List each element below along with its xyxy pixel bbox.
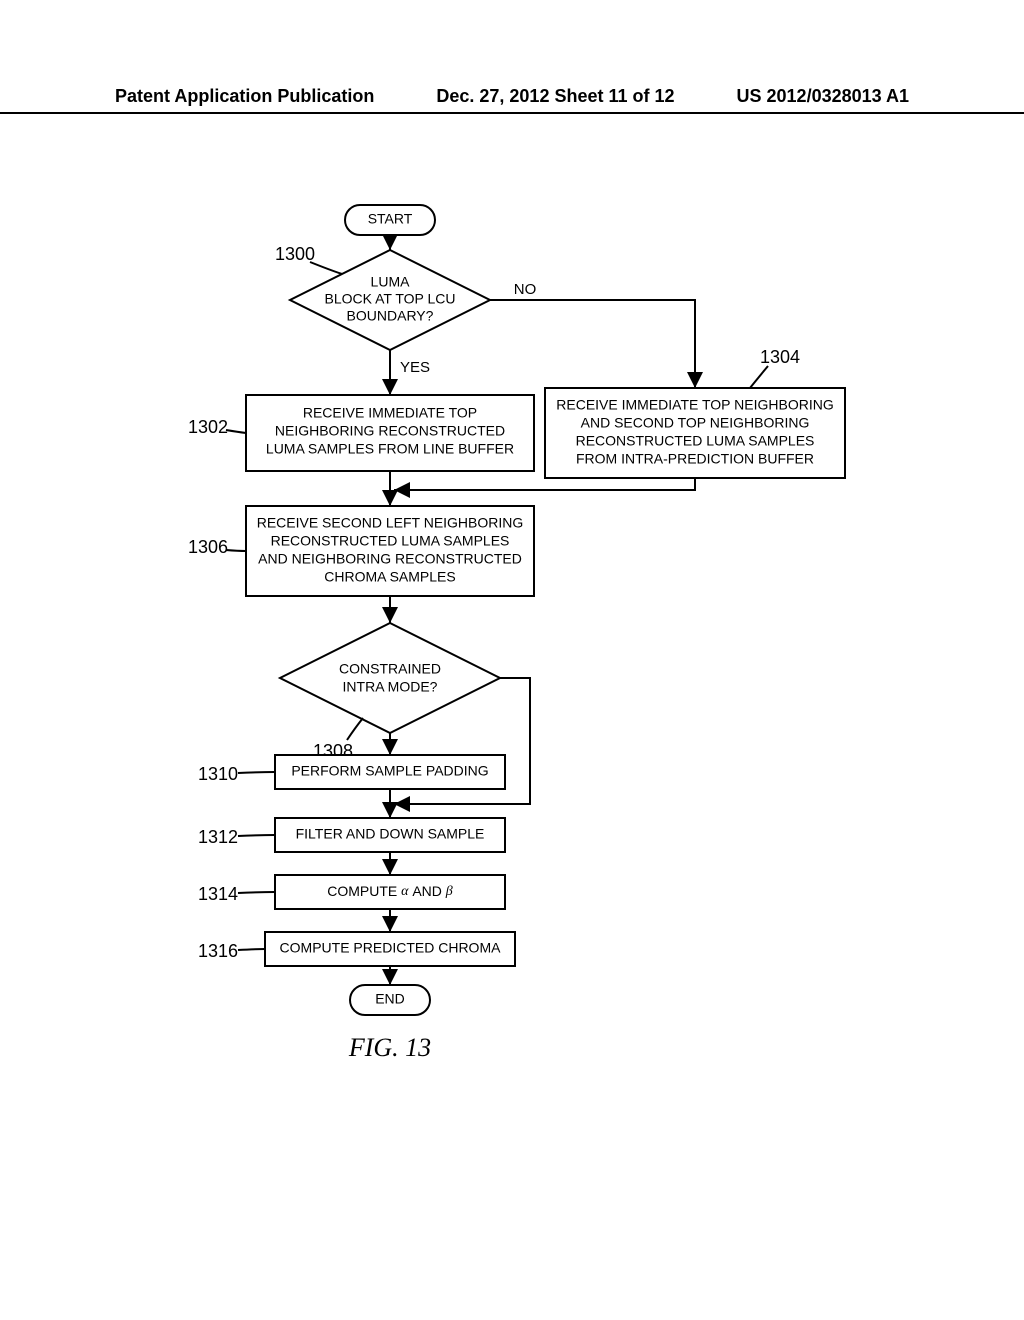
b1304-l3: RECONSTRUCTED LUMA SAMPLES <box>576 433 815 449</box>
header-center: Dec. 27, 2012 Sheet 11 of 12 <box>436 86 674 107</box>
ref-1316-leader <box>238 949 265 950</box>
ref-1306-leader <box>226 550 246 551</box>
ref-1304: 1304 <box>760 347 800 367</box>
page-header: Patent Application Publication Dec. 27, … <box>115 86 909 107</box>
ref-1302-leader <box>226 430 246 433</box>
header-left: Patent Application Publication <box>115 86 374 107</box>
b1302-l2: NEIGHBORING RECONSTRUCTED <box>275 423 505 439</box>
figure-label: FIG. 13 <box>348 1033 431 1062</box>
header-rule <box>0 112 1024 114</box>
ref-1310: 1310 <box>198 764 238 784</box>
b1306-l3: AND NEIGHBORING RECONSTRUCTED <box>258 551 522 567</box>
page: Patent Application Publication Dec. 27, … <box>0 0 1024 1320</box>
ref-1306: 1306 <box>188 537 228 557</box>
b1304-l4: FROM INTRA-PREDICTION BUFFER <box>576 451 814 467</box>
ref-1302: 1302 <box>188 417 228 437</box>
d1-line1: LUMA <box>371 274 411 290</box>
b1306-l4: CHROMA SAMPLES <box>324 569 455 585</box>
end-label: END <box>375 991 405 1007</box>
d2-l1: CONSTRAINED <box>339 661 441 677</box>
ref-1314-leader <box>238 892 275 893</box>
ref-1304-leader <box>750 366 768 388</box>
ref-1316: 1316 <box>198 941 238 961</box>
edge-b1304-merge <box>394 478 695 490</box>
b1306-l2: RECONSTRUCTED LUMA SAMPLES <box>271 533 510 549</box>
ref-1312-leader <box>238 835 275 836</box>
ref-1314: 1314 <box>198 884 238 904</box>
b1304-l1: RECEIVE IMMEDIATE TOP NEIGHBORING <box>556 397 833 413</box>
b1306-l1: RECEIVE SECOND LEFT NEIGHBORING <box>257 515 524 531</box>
ref-1310-leader <box>238 772 275 773</box>
b1302-l3: LUMA SAMPLES FROM LINE BUFFER <box>266 441 514 457</box>
header-right: US 2012/0328013 A1 <box>737 86 909 107</box>
ref-1312: 1312 <box>198 827 238 847</box>
b1302-l1: RECEIVE IMMEDIATE TOP <box>303 405 477 421</box>
d1-line3: BOUNDARY? <box>347 308 434 324</box>
d1-line2: BLOCK AT TOP LCU <box>325 291 456 307</box>
d2-l2: INTRA MODE? <box>343 679 438 695</box>
b1316-l1: COMPUTE PREDICTED CHROMA <box>280 940 502 956</box>
edge-yes-label: YES <box>400 359 430 376</box>
ref-1300-leader <box>310 262 342 274</box>
b1312-l1: FILTER AND DOWN SAMPLE <box>296 826 485 842</box>
start-label: START <box>368 211 413 227</box>
b1304-l2: AND SECOND TOP NEIGHBORING <box>581 415 810 431</box>
ref-1300: 1300 <box>275 244 315 264</box>
b1310-l1: PERFORM SAMPLE PADDING <box>291 763 488 779</box>
edge-no-label: NO <box>514 281 537 298</box>
flowchart-svg: START LUMA BLOCK AT TOP LCU BOUNDARY? 13… <box>120 200 900 1120</box>
ref-1308-leader <box>347 718 363 740</box>
b1314-l1: COMPUTE α AND β <box>327 883 453 900</box>
edge-d1-b1304 <box>490 300 695 388</box>
